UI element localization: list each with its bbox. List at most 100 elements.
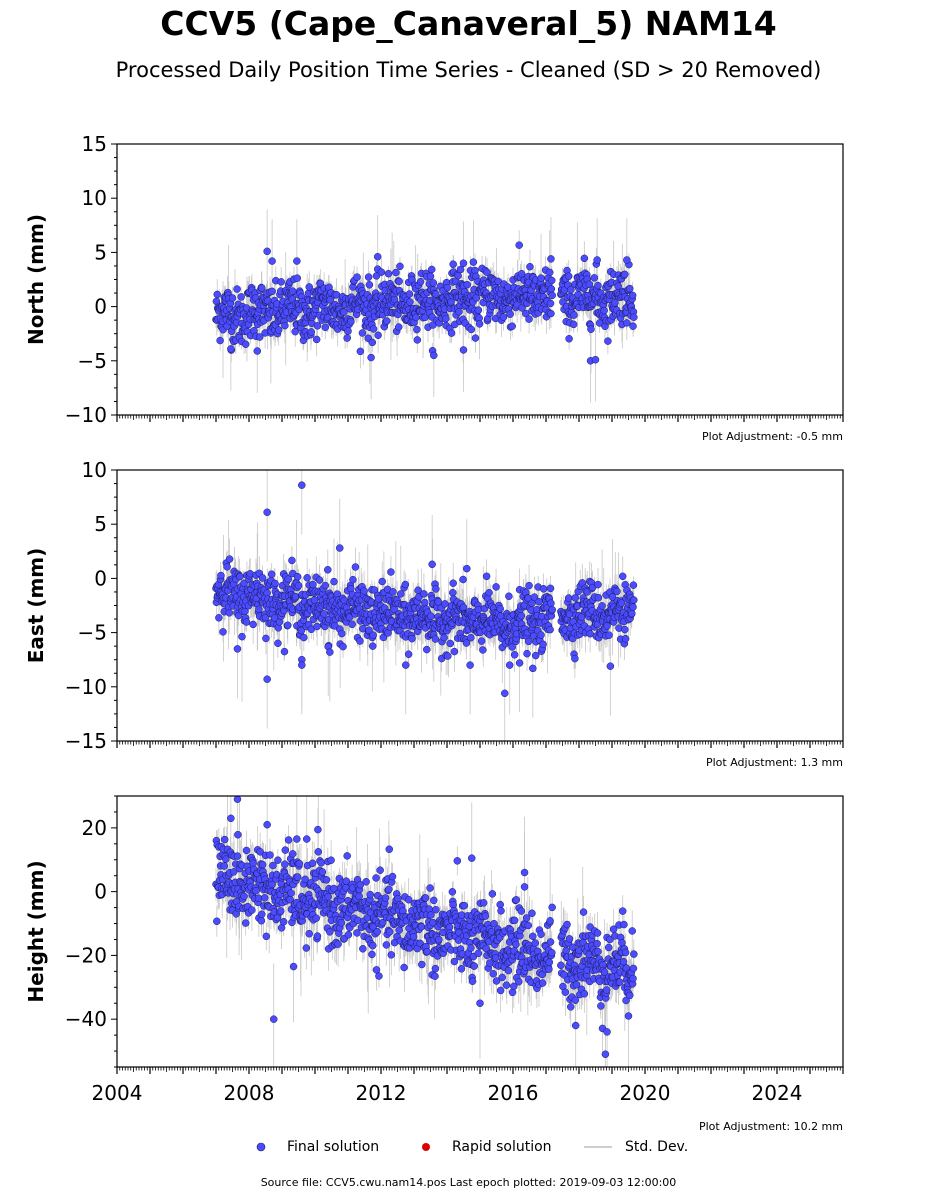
data-point	[217, 571, 225, 580]
data-point	[546, 299, 555, 308]
data-point	[401, 580, 410, 589]
data-point	[591, 355, 600, 364]
data-point	[605, 631, 613, 639]
data-point	[548, 605, 556, 614]
data-point	[347, 318, 355, 326]
data-point	[313, 322, 322, 330]
data-point	[530, 593, 539, 601]
data-point	[274, 326, 283, 334]
data-point	[522, 309, 530, 318]
data-point	[455, 308, 463, 316]
data-point	[336, 544, 344, 552]
data-point	[233, 645, 242, 653]
data-point	[539, 640, 547, 649]
data-point	[580, 254, 589, 263]
data-point	[456, 265, 465, 274]
data-point	[613, 587, 621, 596]
data-point	[263, 508, 271, 517]
panel-1: −15 −10 −5 0 5 10 East (mm) Plot Adjustment: 1.…	[24, 458, 844, 769]
plot-area	[212, 796, 638, 1067]
data-point	[482, 572, 491, 581]
data-point	[571, 654, 579, 663]
data-point	[263, 247, 271, 256]
y-tick-label: −5	[78, 349, 107, 373]
data-point	[369, 325, 378, 333]
data-point	[611, 299, 619, 307]
data-point	[428, 560, 436, 569]
data-point	[227, 345, 235, 353]
data-point	[466, 661, 474, 669]
data-point	[356, 347, 365, 356]
data-point	[330, 577, 338, 586]
data-point	[564, 594, 573, 602]
data-point	[537, 631, 545, 639]
data-point	[377, 268, 386, 276]
data-point	[340, 308, 348, 316]
data-point	[546, 625, 554, 634]
data-point	[594, 281, 602, 290]
data-point	[585, 280, 594, 288]
data-point	[369, 631, 377, 639]
data-point	[529, 664, 537, 673]
data-point	[505, 661, 514, 669]
data-point	[618, 572, 627, 581]
data-point	[443, 283, 452, 292]
data-point	[571, 594, 580, 602]
y-tick-label: −15	[65, 729, 107, 753]
data-point	[313, 622, 321, 631]
data-point	[242, 618, 251, 626]
data-point	[430, 351, 438, 360]
data-point	[600, 306, 608, 315]
data-point	[338, 629, 346, 638]
data-point	[539, 585, 548, 593]
data-point	[449, 260, 457, 268]
data-point	[258, 284, 266, 292]
y-axis-label: North (mm)	[24, 214, 48, 345]
data-point	[268, 257, 276, 265]
data-point	[397, 590, 405, 598]
data-point	[617, 599, 626, 607]
data-point	[268, 287, 276, 296]
panel-0: −10 −5 0 5 10 15 North (mm) Plot Adjustment: -0…	[24, 132, 844, 443]
data-point	[339, 642, 347, 651]
data-point	[364, 273, 373, 281]
data-point	[332, 290, 341, 299]
data-point	[420, 598, 429, 607]
data-point	[396, 262, 404, 271]
data-point	[267, 570, 276, 579]
data-point	[594, 593, 603, 602]
data-point	[228, 294, 237, 302]
data-point	[510, 651, 519, 659]
data-point	[294, 581, 303, 590]
y-tick-label: 5	[94, 240, 107, 264]
data-point	[223, 563, 231, 571]
data-point	[621, 270, 629, 279]
data-point	[293, 274, 302, 282]
page-title: CCV5 (Cape_Canaveral_5) NAM14	[160, 4, 777, 43]
data-point	[508, 322, 516, 330]
data-point	[406, 298, 414, 306]
data-point	[499, 313, 508, 321]
data-point	[446, 639, 455, 648]
data-point	[548, 291, 556, 300]
data-point	[258, 574, 267, 582]
data-point	[485, 588, 493, 597]
data-point	[374, 331, 382, 340]
y-tick-label: 10	[82, 458, 107, 482]
data-point	[284, 621, 292, 630]
data-point	[274, 639, 282, 648]
page-subtitle: Processed Daily Position Time Series - C…	[115, 58, 822, 82]
data-point	[358, 329, 367, 337]
data-point	[423, 645, 431, 654]
data-point	[449, 579, 457, 587]
data-point	[262, 634, 270, 643]
data-point	[307, 328, 316, 336]
data-point	[547, 255, 555, 263]
data-point	[365, 626, 373, 634]
data-point	[587, 325, 595, 333]
data-point	[284, 575, 292, 583]
data-point	[449, 588, 457, 597]
data-point	[565, 335, 573, 343]
data-point	[280, 647, 289, 656]
data-point	[408, 634, 416, 643]
